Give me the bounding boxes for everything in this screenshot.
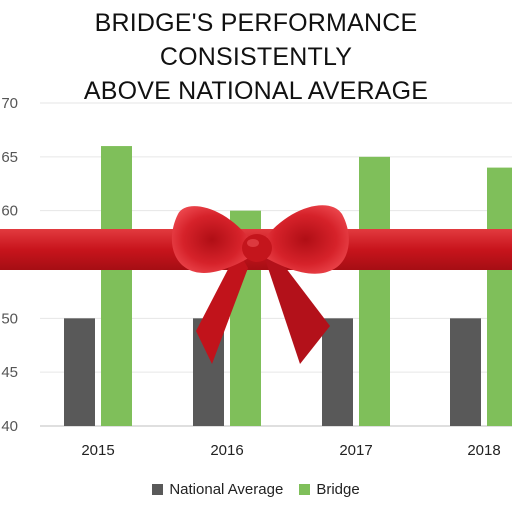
y-tick-label: 40 [1,418,18,435]
bow-loop-left [171,206,252,273]
bow-loop-right [262,205,349,274]
x-category-label: 2015 [81,442,114,459]
y-tick-label: 65 [1,149,18,166]
chart-title: BRIDGE'S PERFORMANCE CONSISTENTLY ABOVE … [83,9,429,105]
bar-national-average-2015 [64,318,95,426]
y-tick-label: 60 [1,203,18,220]
ribbon-tail-left [196,250,248,364]
x-axis-categories: 2015 2016 2017 2018 [81,442,500,459]
bow-knot-highlight [247,239,259,247]
legend-swatch-bridge [299,484,311,495]
ribbon-tail-right [262,250,330,364]
bar-national-average-2018 [450,318,481,426]
legend-swatch-national-average [152,484,164,495]
x-category-label: 2017 [339,442,372,459]
y-tick-label: 45 [1,364,18,381]
legend-label-national-average: National Average [169,481,284,498]
bar-bridge-2017 [359,156,390,427]
legend-label-bridge: Bridge [316,481,360,498]
bar-bridge-2018 [487,167,512,426]
y-tick-label: 50 [1,310,18,327]
x-category-label: 2016 [210,442,243,459]
bar-bridge-2015 [101,146,132,427]
legend-item-national-average: National Average [152,481,283,498]
bar-national-average-2017 [322,318,353,426]
y-tick-label: 70 [1,95,18,112]
bow-knot [242,234,272,262]
x-category-label: 2018 [467,442,500,459]
chart-legend: National Average Bridge [0,481,512,498]
legend-item-bridge: Bridge [299,481,360,498]
gift-ribbon-bow-icon [0,205,512,364]
